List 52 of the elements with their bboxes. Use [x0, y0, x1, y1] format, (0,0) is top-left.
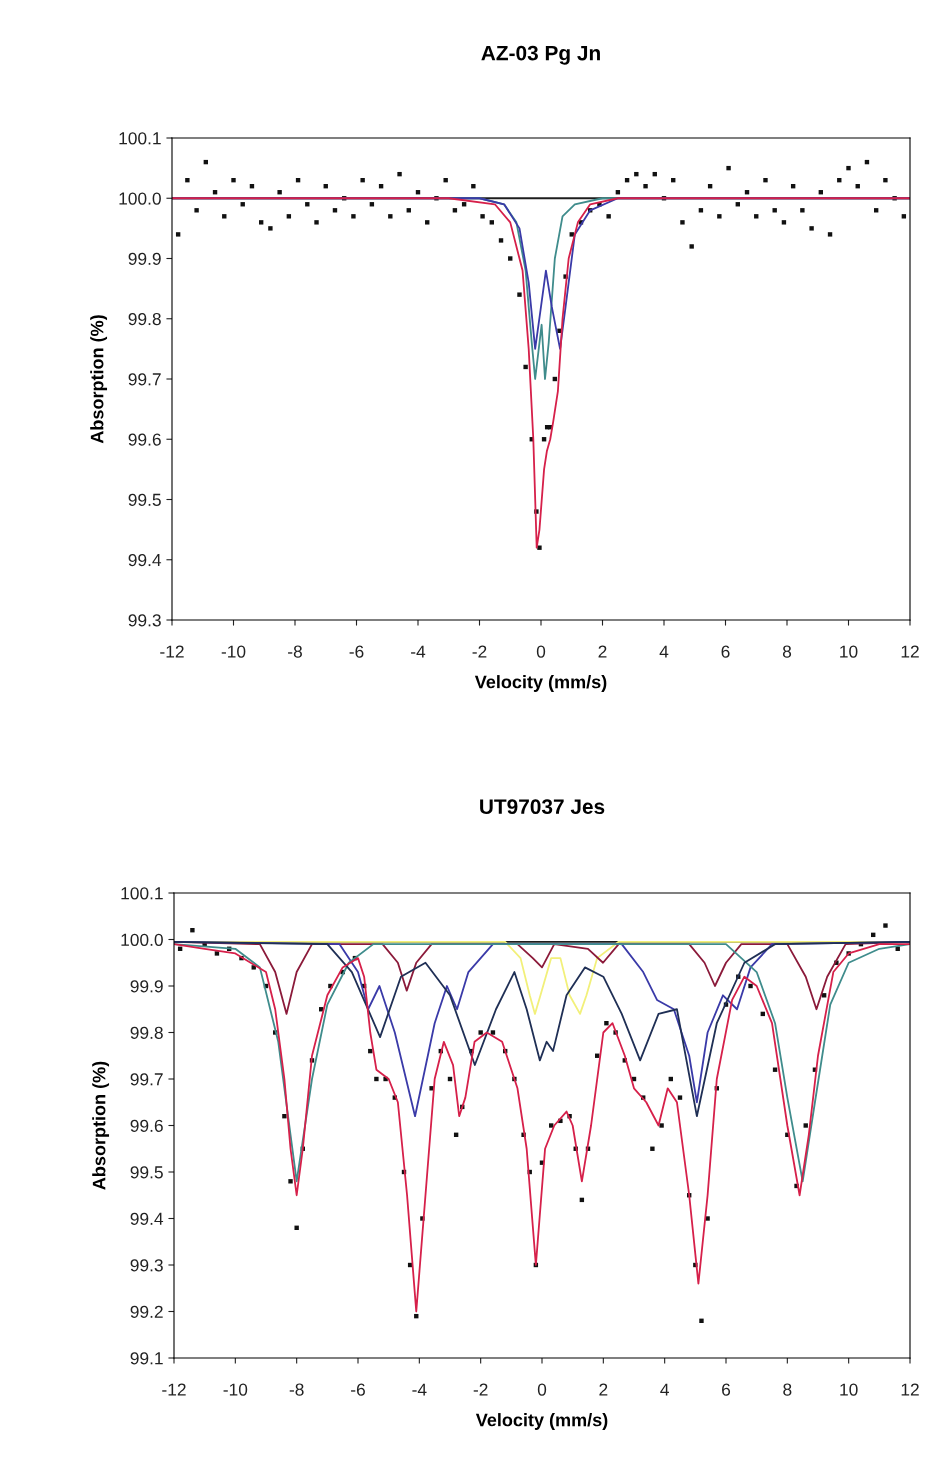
y-tick-label: 100.0	[119, 192, 161, 205]
y-tick-label: 99.6	[128, 433, 161, 446]
x-tick-label: 12	[901, 1383, 919, 1396]
x-tick-label: 4	[660, 1383, 669, 1396]
y-tick-label: 100.1	[121, 887, 163, 900]
chart-title: UT97037 Jes	[480, 799, 605, 815]
y-axis-title: Absorption (%)	[92, 1061, 110, 1190]
x-axis-title: Velocity (mm/s)	[474, 675, 607, 692]
x-tick-label: -12	[160, 645, 184, 658]
x-tick-label: 0	[537, 1383, 547, 1396]
x-tick-label: 6	[721, 645, 730, 658]
x-tick-label: -10	[221, 645, 246, 658]
x-tick-label: 6	[722, 1383, 731, 1396]
x-tick-label: -4	[411, 645, 426, 658]
x-tick-label: 4	[659, 645, 669, 658]
y-tick-label: 99.2	[130, 1305, 163, 1318]
y-tick-label: 99.6	[130, 1119, 163, 1132]
y-tick-label: 99.1	[130, 1352, 163, 1365]
x-tick-label: 2	[599, 1383, 608, 1396]
y-tick-label: 99.5	[130, 1166, 163, 1179]
y-tick-label: 99.5	[128, 493, 161, 506]
x-tick-label: -6	[349, 645, 364, 658]
x-tick-label: -12	[162, 1383, 186, 1396]
x-tick-label: 10	[840, 645, 858, 658]
chart-title: AZ-03 Pg Jn	[481, 45, 600, 65]
y-tick-label: 100.1	[119, 132, 161, 145]
x-tick-label: 2	[598, 645, 607, 658]
x-tick-label: -8	[288, 645, 302, 658]
y-tick-label: 99.9	[130, 980, 163, 993]
y-tick-label: 99.4	[130, 1212, 164, 1225]
y-tick-label: 99.8	[128, 312, 161, 326]
x-tick-label: -2	[472, 645, 487, 658]
x-tick-label: 0	[536, 645, 546, 658]
y-tick-label: 99.7	[128, 373, 161, 386]
y-tick-label: 99.4	[128, 553, 162, 567]
x-tick-label: -6	[351, 1383, 365, 1396]
x-tick-label: 12	[901, 645, 919, 658]
x-tick-label: 8	[783, 1383, 792, 1396]
y-tick-label: 100.0	[121, 933, 163, 946]
y-tick-label: 99.8	[130, 1026, 163, 1039]
y-tick-label: 99.9	[128, 252, 161, 265]
x-tick-label: -10	[223, 1383, 248, 1396]
y-tick-label: 99.3	[128, 614, 161, 627]
y-tick-label: 99.3	[130, 1259, 163, 1272]
x-tick-label: 8	[782, 645, 792, 658]
x-tick-label: -8	[289, 1383, 304, 1396]
x-tick-label: -2	[473, 1383, 488, 1396]
y-axis-title: Absorption (%)	[90, 315, 108, 444]
x-axis-title: Velocity (mm/s)	[475, 1413, 608, 1430]
x-tick-label: 10	[840, 1383, 858, 1396]
x-tick-label: -4	[412, 1383, 427, 1396]
y-tick-label: 99.7	[130, 1073, 163, 1086]
